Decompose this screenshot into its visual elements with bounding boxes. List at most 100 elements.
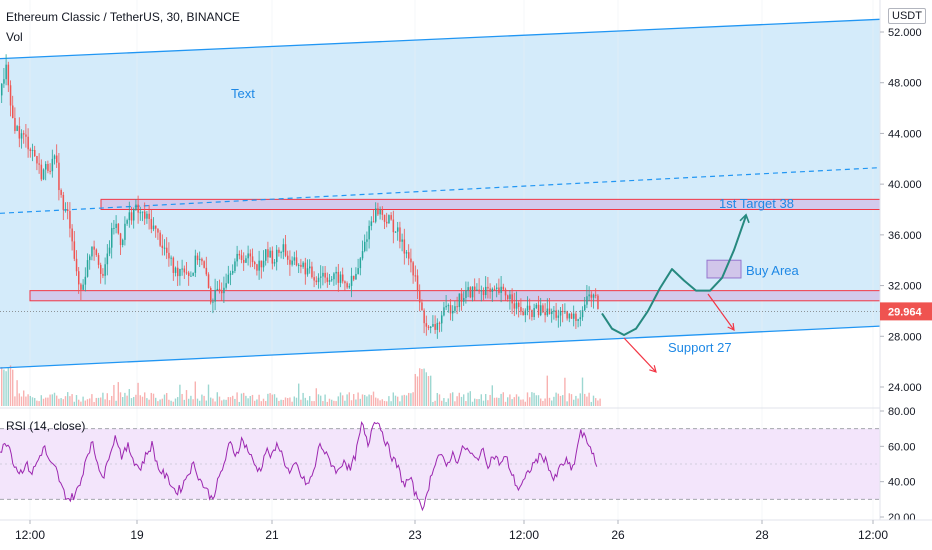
- volume-bar: [174, 398, 177, 406]
- volume-bar: [291, 401, 293, 406]
- volume-bar: [196, 398, 199, 406]
- volume-bar: [355, 399, 357, 406]
- candle-body: [339, 274, 342, 283]
- volume-bar: [192, 399, 194, 406]
- volume-bar: [91, 394, 93, 406]
- volume-bar: [89, 398, 91, 406]
- volume-bar: [410, 393, 412, 406]
- candle-body: [498, 287, 500, 293]
- volume-bar: [309, 396, 311, 406]
- volume-bar: [306, 400, 309, 406]
- candle-body: [529, 305, 531, 310]
- volume-bar: [278, 400, 280, 406]
- volume-bar: [372, 391, 375, 406]
- volume-bar: [234, 398, 236, 406]
- volume-bar: [106, 393, 108, 406]
- volume-bar: [520, 399, 522, 406]
- volume-bar: [254, 400, 256, 406]
- candle-body: [73, 241, 76, 259]
- candle-body: [328, 280, 331, 282]
- volume-bar: [62, 399, 64, 406]
- volume-bar: [212, 398, 214, 406]
- candle-body: [168, 252, 170, 259]
- volume-bar: [513, 397, 515, 406]
- price-tick-label: 52.000: [888, 27, 922, 39]
- volume-bar: [460, 396, 463, 406]
- price-tick-label: 24.000: [888, 382, 922, 394]
- candle-body: [304, 262, 307, 275]
- volume-bar: [82, 396, 84, 406]
- volume-bar: [289, 397, 291, 406]
- candle-body: [379, 209, 381, 215]
- candle-body: [320, 276, 322, 278]
- candle-body: [190, 275, 192, 277]
- candle-body: [326, 277, 329, 282]
- volume-bar: [179, 384, 181, 406]
- candle-body: [586, 296, 588, 305]
- candle-body: [412, 262, 414, 276]
- volume-bar: [342, 395, 344, 406]
- volume-bar: [529, 397, 531, 406]
- candle-body: [58, 162, 60, 191]
- candle-body: [421, 302, 423, 311]
- breakdown-arrow: [623, 337, 657, 373]
- volume-bar: [575, 395, 577, 406]
- candle-body: [188, 272, 190, 276]
- candle-body: [117, 223, 120, 234]
- volume-bar: [146, 398, 148, 406]
- candle-body: [419, 290, 421, 303]
- candle-body: [579, 317, 582, 320]
- volume-bar: [399, 401, 401, 406]
- volume-bar: [379, 400, 381, 406]
- candle-body: [243, 259, 245, 263]
- candle-body: [375, 208, 377, 222]
- candle-body: [306, 268, 309, 275]
- volume-bar: [93, 401, 95, 406]
- currency-button[interactable]: USDT: [888, 8, 926, 24]
- candle-body: [401, 239, 403, 242]
- buy-area-label: Buy Area: [746, 263, 800, 278]
- volume-bar: [108, 400, 111, 406]
- candle-body: [480, 290, 483, 292]
- candle-body: [562, 310, 564, 312]
- volume-bar: [357, 392, 359, 406]
- candle-body: [359, 258, 362, 269]
- candle-body: [295, 257, 298, 266]
- candle-body: [150, 218, 153, 230]
- volume-bar: [269, 393, 271, 406]
- volume-bar: [126, 395, 128, 406]
- volume-bar: [78, 399, 80, 406]
- volume-bar: [49, 394, 51, 406]
- volume-bar: [51, 394, 53, 406]
- volume-bar: [159, 399, 161, 406]
- volume-bar: [124, 392, 126, 406]
- volume-bar: [60, 398, 62, 406]
- volume-bar: [304, 397, 306, 406]
- volume-bar: [34, 397, 36, 406]
- volume-bar: [260, 401, 262, 406]
- candle-body: [216, 288, 219, 291]
- volume-bar: [482, 400, 485, 406]
- price-tick-label: 28.000: [888, 331, 922, 343]
- volume-bar: [214, 401, 216, 406]
- volume-bar: [287, 398, 289, 406]
- candle-body: [133, 209, 135, 221]
- candle-body: [452, 310, 454, 314]
- candle-body: [179, 268, 181, 277]
- volume-bar: [139, 395, 141, 406]
- channel-text-label: Text: [231, 86, 255, 101]
- rsi-pane: [0, 407, 932, 512]
- volume-bar: [584, 393, 586, 406]
- volume-bar: [511, 399, 513, 406]
- volume-bar: [458, 392, 460, 406]
- volume-bar: [20, 396, 23, 406]
- candle-body: [172, 257, 175, 273]
- candle-body: [298, 264, 300, 266]
- candle-body: [273, 262, 276, 264]
- volume-bar: [236, 392, 238, 406]
- candle-body: [460, 293, 463, 302]
- volume-bar: [80, 401, 82, 406]
- volume-bar: [40, 395, 42, 406]
- candle-body: [194, 255, 197, 273]
